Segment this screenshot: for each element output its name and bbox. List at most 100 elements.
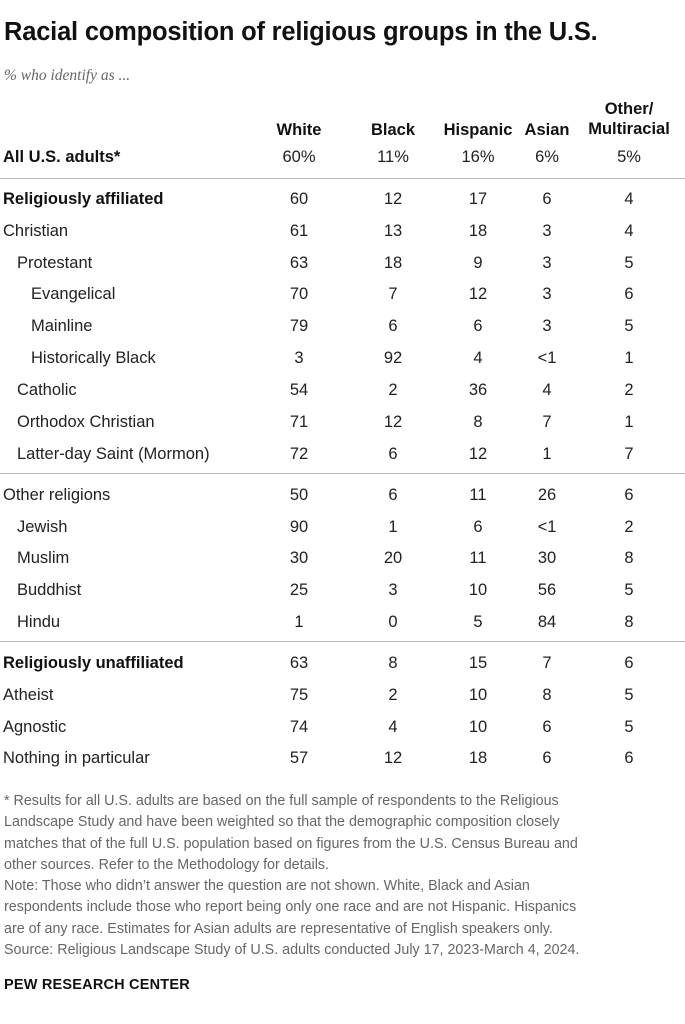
column-header-white: White [276, 121, 322, 139]
table-cell: 12 [383, 190, 403, 208]
table-row: Protestant 63 18 9 3 5 [0, 249, 685, 277]
table-row: Christian 61 13 18 3 4 [0, 217, 685, 245]
row-label: All U.S. adults* [3, 148, 121, 166]
table-cell: 71 [289, 413, 309, 431]
table-cell: 8 [624, 549, 634, 567]
row-label: Atheist [3, 686, 54, 704]
row-label: Religiously affiliated [3, 190, 164, 208]
table-cell: 18 [383, 254, 403, 272]
table-row: Agnostic 74 4 10 6 5 [0, 713, 685, 741]
table-cell: 8 [624, 613, 634, 631]
table-cell: 4 [388, 718, 398, 736]
row-label: Jewish [17, 518, 68, 536]
table-cell: 50 [289, 486, 309, 504]
table-cell: 8 [473, 413, 483, 431]
table-cell: <1 [537, 349, 557, 367]
table-row: Hindu 1 0 5 84 8 [0, 608, 685, 636]
table-cell: 1 [624, 349, 634, 367]
column-header-other-multiracial: Other/Multiracial [588, 99, 670, 139]
footnote-line: other sources. Refer to the Methodology … [4, 856, 330, 873]
table-row: Religiously unaffiliated 63 8 15 7 6 [0, 649, 685, 677]
column-header-line: Other/ [604, 100, 654, 118]
row-label: Orthodox Christian [17, 413, 155, 431]
table-cell: 11 [469, 549, 487, 567]
table-cell: 6 [624, 749, 634, 767]
table-row: Evangelical 70 7 12 3 6 [0, 280, 685, 308]
row-label: Hindu [17, 613, 61, 631]
table-cell: 84 [537, 613, 557, 631]
table-cell: 60 [289, 190, 309, 208]
table-cell: 2 [388, 686, 398, 704]
table-cell: 5 [624, 686, 634, 704]
table-cell: 26 [537, 486, 557, 504]
table-cell: 72 [289, 445, 309, 463]
table-cell: 12 [468, 445, 488, 463]
row-label: Protestant [17, 254, 93, 272]
table-cell: 7 [388, 285, 398, 303]
row-label: Mainline [31, 317, 93, 335]
table-cell: 11% [377, 148, 409, 166]
table-cell: 3 [542, 222, 552, 240]
table-cell: 92 [383, 349, 403, 367]
table-cell: 1 [542, 445, 552, 463]
table-cell: 12 [383, 749, 403, 767]
table-cell: 70 [289, 285, 309, 303]
table-cell: 25 [289, 581, 309, 599]
table-cell: 3 [542, 285, 552, 303]
table-cell: 54 [289, 381, 309, 399]
table-row: Nothing in particular 57 12 18 6 6 [0, 744, 685, 772]
table-cell: 5 [624, 254, 634, 272]
table-cell: 4 [624, 222, 634, 240]
table-cell: 5 [473, 613, 483, 631]
table-cell: 5% [617, 148, 641, 166]
table-cell: 1 [624, 413, 634, 431]
row-label: Agnostic [3, 718, 67, 736]
table-cell: 30 [537, 549, 557, 567]
row-label: Buddhist [17, 581, 82, 599]
table-cell: 10 [468, 686, 488, 704]
table-cell: 7 [624, 445, 634, 463]
table-cell: 6 [542, 718, 552, 736]
table-cell: 3 [542, 317, 552, 335]
table-cell: 7 [542, 413, 552, 431]
footnote: * Results for all U.S. adults are based … [4, 791, 682, 961]
footnote-line: Note: Those who didn’t answer the questi… [4, 878, 530, 895]
row-label: Other religions [3, 486, 111, 504]
table-cell: <1 [537, 518, 557, 536]
column-header-hispanic: Hispanic [443, 121, 513, 139]
table-cell: 57 [289, 749, 309, 767]
table-row: Atheist 75 2 10 8 5 [0, 681, 685, 709]
table-cell: 15 [468, 654, 488, 672]
section-divider [0, 641, 685, 642]
table-cell: 10 [468, 581, 488, 599]
table-cell: 61 [289, 222, 309, 240]
table-cell: 90 [289, 518, 309, 536]
table-cell: 5 [624, 317, 634, 335]
row-label: Nothing in particular [3, 749, 150, 767]
table-row: Religiously affiliated 60 12 17 6 4 [0, 185, 685, 213]
table-cell: 79 [289, 317, 309, 335]
table-cell: 1 [388, 518, 398, 536]
table-cell: 6 [388, 317, 398, 335]
table-cell: 6 [542, 749, 552, 767]
column-header-line: Multiracial [588, 120, 670, 138]
table-cell: 18 [468, 222, 488, 240]
table-cell: 56 [537, 581, 557, 599]
footnote-line: matches that of the full U.S. population… [4, 835, 578, 852]
section-divider [0, 178, 685, 179]
footnote-line: respondents include those who report bei… [4, 899, 577, 916]
table-row: Other religions 50 6 11 26 6 [0, 481, 685, 509]
table-cell: 4 [624, 190, 634, 208]
footnote-line: Landscape Study and have been weighted s… [4, 814, 560, 831]
table-cell: 63 [289, 254, 309, 272]
table-cell: 36 [468, 381, 488, 399]
table-row: Jewish 90 1 6 <1 2 [0, 513, 685, 541]
table-cell: 75 [289, 686, 309, 704]
table-cell: 63 [289, 654, 309, 672]
chart-subtitle: % who identify as ... [4, 67, 131, 84]
table-row: Historically Black 3 92 4 <1 1 [0, 344, 685, 372]
table-cell: 13 [383, 222, 403, 240]
table-cell: 4 [473, 349, 483, 367]
table-cell: 6 [388, 486, 398, 504]
table-row: Muslim 30 20 11 30 8 [0, 544, 685, 572]
